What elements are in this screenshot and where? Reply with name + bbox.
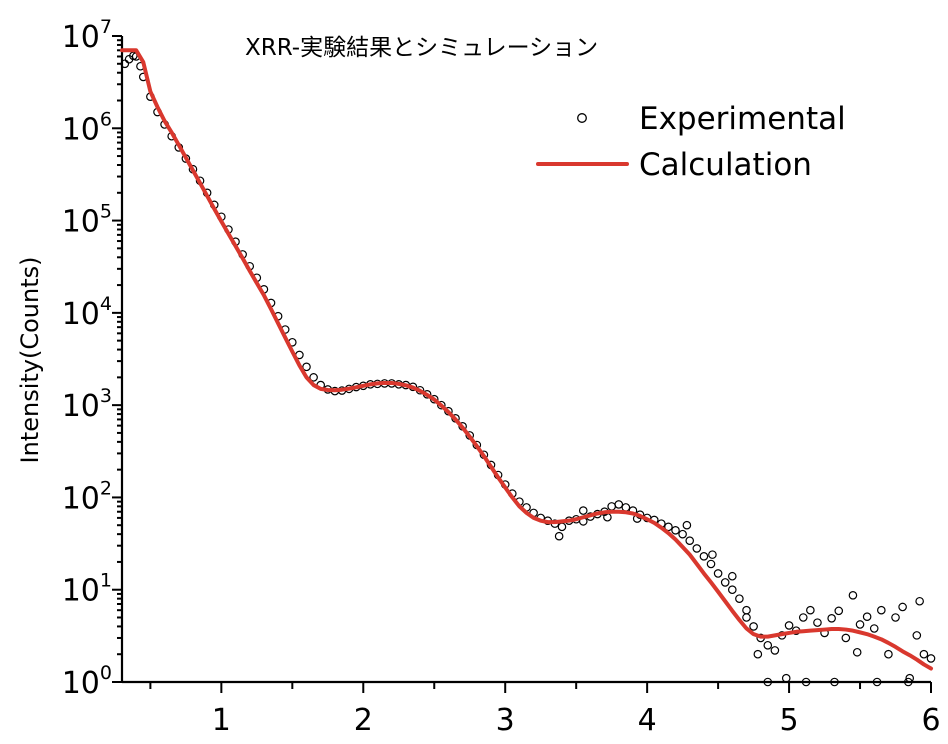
experimental-point — [727, 585, 737, 595]
legend: Experimental Calculation — [536, 101, 846, 183]
experimental-point — [848, 590, 858, 600]
experimental-point — [742, 605, 751, 615]
experimental-point — [727, 571, 737, 581]
y-tick-label: 100 — [62, 662, 112, 701]
experimental-point — [877, 605, 886, 615]
experimental-point — [554, 531, 564, 541]
experimental-point — [862, 612, 872, 622]
experimental-point — [720, 578, 730, 587]
experimental-point — [830, 677, 839, 687]
experimental-point — [852, 647, 862, 657]
experimental-point — [692, 544, 702, 553]
experimental-point — [708, 550, 717, 559]
experimental-point — [770, 646, 780, 655]
experimental-point — [806, 605, 815, 615]
experimental-point — [437, 400, 446, 410]
legend-experimental-marker — [577, 113, 587, 123]
legend-experimental-label: Experimental — [639, 101, 846, 137]
experimental-point — [919, 649, 929, 659]
y-tick-label: 101 — [62, 570, 112, 609]
x-tick-label: 3 — [496, 703, 515, 738]
experimental-point — [905, 673, 915, 683]
experimental-point — [742, 613, 751, 622]
experimental-point — [671, 526, 680, 535]
experimental-point — [898, 602, 907, 612]
experimental-point — [869, 624, 879, 633]
experimental-point — [735, 594, 744, 603]
experimental-point — [827, 614, 836, 623]
y-tick-label: 102 — [62, 477, 112, 516]
x-tick-label: 1 — [212, 703, 231, 738]
calculation-series — [120, 48, 933, 671]
experimental-point — [926, 654, 936, 663]
experimental-point — [884, 649, 893, 659]
experimental-point — [855, 620, 865, 629]
calculation-line — [120, 48, 933, 671]
axes-layer: 1 2 3 4 5 6 100 101 102 103 104 105 106 107 — [62, 16, 941, 738]
y-tick-label: 103 — [62, 385, 112, 424]
y-axis-title: Intensity(Counts) — [16, 257, 44, 464]
experimental-point — [753, 649, 763, 659]
experimental-point — [813, 618, 822, 627]
experimental-point — [614, 500, 624, 509]
experimental-point — [664, 522, 673, 532]
experimental-point — [699, 552, 709, 561]
experimental-point — [685, 536, 695, 545]
experimental-point — [120, 59, 130, 69]
y-tick-label: 107 — [62, 16, 112, 55]
chart-title: XRR-実験結果とシミュレーション — [245, 35, 598, 61]
experimental-point — [891, 613, 900, 622]
experimental-point — [578, 506, 588, 515]
experimental-point — [749, 622, 758, 631]
experimental-point — [912, 631, 922, 640]
experimental-point — [682, 520, 692, 530]
experimental-point — [834, 606, 844, 616]
experimental-point — [781, 673, 791, 683]
experimental-point — [678, 529, 687, 539]
experimental-point — [713, 569, 723, 578]
experimental-point — [607, 502, 616, 511]
experimental-point — [763, 677, 773, 687]
experimental-point — [784, 621, 794, 630]
experimental-point — [706, 559, 716, 569]
experimental-point — [801, 677, 811, 687]
y-tick-label: 106 — [62, 108, 112, 147]
experimental-point — [763, 640, 773, 650]
experimental-point — [798, 613, 808, 622]
experimental-point — [621, 503, 631, 512]
legend-calculation-label: Calculation — [639, 147, 812, 183]
experimental-point — [841, 633, 851, 643]
x-tick-label: 4 — [638, 703, 657, 738]
experimental-point — [309, 373, 318, 382]
experimental-point — [872, 677, 882, 687]
experimental-point — [903, 677, 913, 687]
y-tick-label: 105 — [62, 201, 112, 240]
y-tick-label: 104 — [62, 293, 112, 332]
experimental-point — [302, 362, 311, 372]
x-tick-label: 6 — [921, 703, 940, 738]
x-tick-label: 2 — [354, 703, 373, 738]
x-tick-label: 5 — [780, 703, 799, 738]
experimental-point — [557, 522, 567, 532]
experimental-series — [120, 51, 936, 687]
experimental-point — [915, 596, 924, 606]
